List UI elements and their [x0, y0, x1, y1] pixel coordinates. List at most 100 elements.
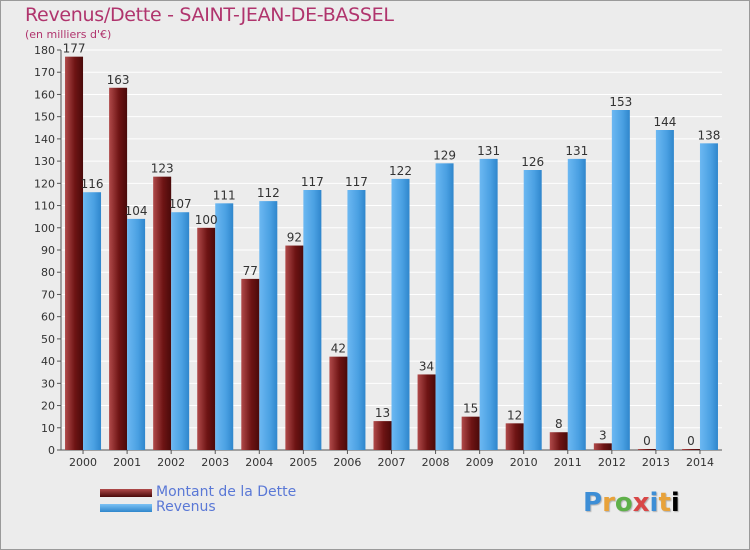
bar-debt: [417, 374, 436, 450]
data-label-revenus: 153: [609, 95, 632, 109]
data-label-debt: 77: [243, 264, 258, 278]
x-tick-label: 2010: [510, 456, 538, 469]
bar-debt: [197, 227, 216, 450]
bar-revenus: [127, 218, 146, 450]
x-tick-label: 2003: [201, 456, 229, 469]
y-tick-label: 150: [34, 111, 55, 124]
y-tick-label: 20: [41, 400, 55, 413]
bar-debt: [461, 416, 480, 450]
axis-layer: 0102030405060708090100110120130140150160…: [34, 44, 722, 469]
x-tick-label: 2012: [598, 456, 626, 469]
y-tick-label: 90: [41, 244, 55, 257]
data-label-debt: 0: [687, 434, 695, 448]
data-label-debt: 42: [331, 342, 346, 356]
data-label-debt: 12: [507, 408, 522, 422]
bar-revenus: [83, 192, 102, 450]
bar-debt: [505, 423, 524, 450]
legend-swatch-revenus: [100, 504, 152, 512]
bar-debt: [153, 176, 172, 450]
data-label-debt: 123: [151, 162, 174, 176]
bar-debt: [681, 449, 700, 450]
bar-revenus: [171, 212, 190, 450]
logo-letter: i: [649, 488, 659, 518]
bar-revenus: [567, 158, 586, 450]
data-label-revenus: 131: [565, 144, 588, 158]
bar-debt: [637, 449, 656, 450]
logo-letter: r: [602, 488, 615, 518]
data-label-debt: 100: [195, 213, 218, 227]
y-tick-label: 120: [34, 177, 55, 190]
y-tick-label: 100: [34, 222, 55, 235]
bar-debt: [65, 56, 84, 451]
bar-revenus: [479, 158, 498, 450]
data-label-debt: 0: [643, 434, 651, 448]
data-label-revenus: 126: [521, 155, 544, 169]
y-tick-label: 140: [34, 133, 55, 146]
y-tick-label: 110: [34, 200, 55, 213]
data-label-revenus: 144: [653, 115, 676, 129]
bar-debt: [109, 87, 128, 451]
bar-revenus: [655, 130, 674, 450]
x-tick-label: 2006: [333, 456, 361, 469]
bar-debt: [285, 245, 304, 450]
data-label-revenus: 116: [81, 177, 104, 191]
data-label-debt: 163: [107, 73, 130, 87]
y-tick-label: 180: [34, 44, 55, 57]
x-tick-label: 2009: [466, 456, 494, 469]
data-label-debt: 8: [555, 417, 563, 431]
data-label-revenus: 131: [477, 144, 500, 158]
y-tick-label: 170: [34, 66, 55, 79]
logo-letter: t: [658, 488, 671, 518]
data-label-debt: 15: [463, 402, 478, 416]
data-label-revenus: 129: [433, 148, 456, 162]
bar-revenus: [303, 190, 322, 450]
data-label-debt: 3: [599, 428, 607, 442]
bar-debt: [329, 356, 348, 450]
y-tick-label: 10: [41, 422, 55, 435]
bar-revenus: [435, 163, 454, 451]
legend-swatch-debt: [100, 489, 152, 497]
data-label-debt: 34: [419, 359, 434, 373]
logo-letter: i: [670, 488, 680, 518]
y-tick-label: 40: [41, 355, 55, 368]
bar-revenus: [259, 201, 278, 450]
logo-letter: x: [632, 488, 650, 518]
y-tick-label: 0: [48, 444, 55, 457]
x-tick-label: 2000: [69, 456, 97, 469]
data-label-revenus: 117: [345, 175, 368, 189]
x-tick-label: 2007: [378, 456, 406, 469]
data-label-revenus: 117: [301, 175, 324, 189]
bar-debt: [593, 443, 612, 450]
x-tick-label: 2013: [642, 456, 670, 469]
label-layer: 1771161631041231071001117711292117421171…: [63, 42, 721, 448]
data-label-debt: 13: [375, 406, 390, 420]
bar-revenus: [611, 110, 630, 450]
x-tick-label: 2008: [422, 456, 450, 469]
proxiti-logo: Proxiti: [583, 488, 680, 518]
bar-revenus: [347, 190, 366, 450]
chart-subtitle: (en milliers d'€): [25, 28, 112, 41]
x-tick-label: 2004: [245, 456, 273, 469]
y-tick-label: 80: [41, 266, 55, 279]
bar-revenus: [215, 203, 234, 450]
chart-title: Revenus/Dette - SAINT-JEAN-DE-BASSEL: [25, 4, 394, 26]
y-tick-label: 70: [41, 288, 55, 301]
logo-letter: o: [614, 488, 633, 518]
bar-debt: [241, 278, 260, 450]
legend-label-revenus: Revenus: [156, 499, 216, 515]
y-tick-label: 160: [34, 88, 55, 101]
x-tick-label: 2002: [157, 456, 185, 469]
bar-revenus: [699, 143, 718, 451]
bar-revenus: [523, 170, 542, 450]
bar-revenus: [391, 178, 410, 450]
y-tick-label: 30: [41, 377, 55, 390]
data-label-revenus: 122: [389, 164, 412, 178]
data-label-debt: 177: [63, 42, 86, 56]
bar-debt: [373, 421, 392, 450]
bar-layer: [65, 56, 718, 451]
x-tick-label: 2005: [289, 456, 317, 469]
y-tick-label: 130: [34, 155, 55, 168]
bar-debt: [549, 432, 568, 450]
data-label-debt: 92: [287, 231, 302, 245]
